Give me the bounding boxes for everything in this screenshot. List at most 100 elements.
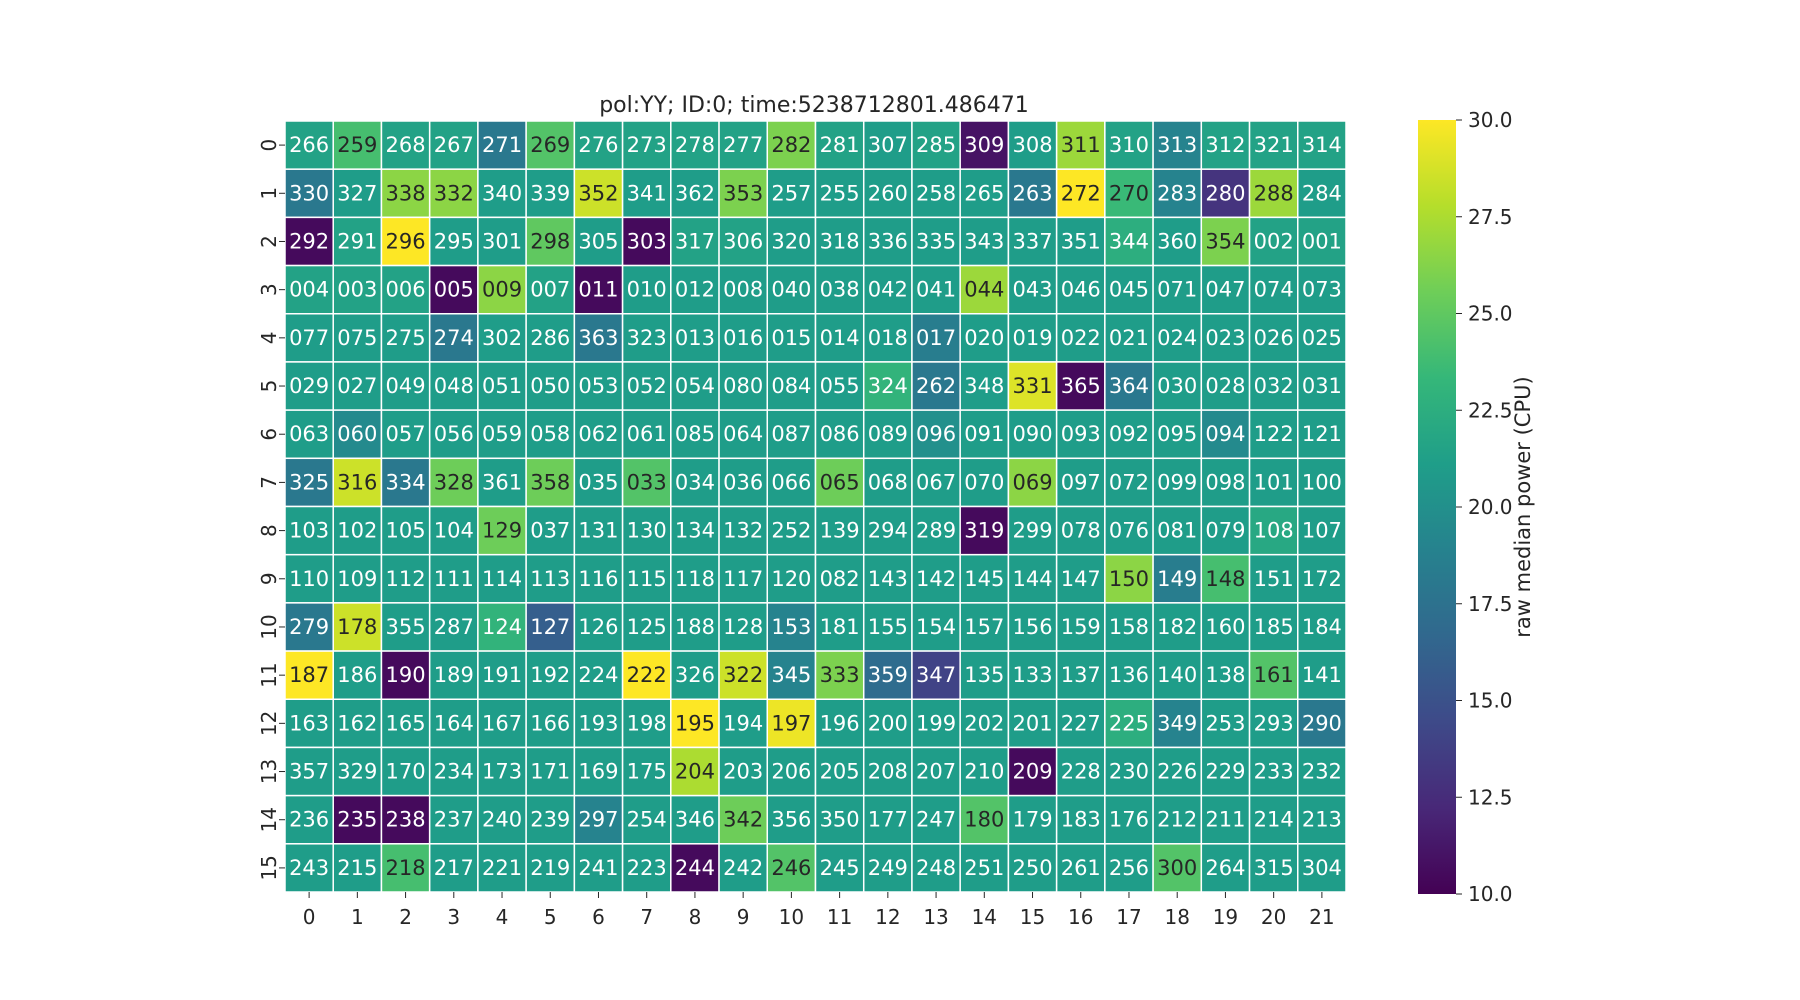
cell-annotation: 034 (675, 470, 715, 494)
cell-annotation: 031 (1302, 374, 1342, 398)
heatmap-cell (525, 843, 576, 893)
colorbar-label: raw median power (CPU) (1511, 376, 1535, 637)
cell-annotation: 021 (1109, 326, 1149, 350)
cell-annotation: 221 (482, 856, 522, 880)
cell-annotation: 140 (1157, 663, 1197, 687)
cell-annotation: 048 (434, 374, 474, 398)
heatmap-cell (332, 120, 383, 170)
cell-annotation: 185 (1254, 615, 1294, 639)
y-tick-label: 5 (257, 380, 281, 393)
cell-annotation: 306 (723, 229, 763, 253)
y-tick-label: 15 (257, 855, 281, 880)
cell-annotation: 327 (337, 181, 377, 205)
cell-annotation: 200 (868, 711, 908, 735)
heatmap-cell (1248, 264, 1299, 315)
cell-annotation: 245 (820, 856, 860, 880)
heatmap-cell (1055, 216, 1106, 267)
heatmap-cell (1152, 553, 1203, 604)
cell-annotation: 357 (289, 760, 329, 784)
cell-annotation: 188 (675, 615, 715, 639)
cell-annotation: 343 (964, 229, 1004, 253)
cell-annotation: 084 (771, 374, 811, 398)
x-tick-label: 3 (447, 905, 460, 929)
cell-annotation: 309 (964, 133, 1004, 157)
cell-annotation: 173 (482, 760, 522, 784)
cell-annotation: 331 (1012, 374, 1052, 398)
cell-annotation: 161 (1254, 663, 1294, 687)
heatmap-cell (959, 216, 1010, 267)
colorbar-tick-label: 12.5 (1468, 785, 1513, 809)
cell-annotation: 077 (289, 326, 329, 350)
y-tick-label: 2 (257, 235, 281, 248)
cell-annotation: 076 (1109, 519, 1149, 543)
cell-annotation: 226 (1157, 760, 1197, 784)
heatmap-cell (1297, 216, 1347, 267)
heatmap-cell (959, 602, 1010, 652)
cell-annotation: 164 (434, 711, 474, 735)
heatmap-cell (766, 505, 817, 556)
cell-annotation: 054 (675, 374, 715, 398)
x-tick-label: 2 (399, 905, 412, 929)
heatmap-cell (1055, 361, 1106, 411)
cell-annotation: 345 (771, 663, 811, 687)
cell-annotation: 057 (386, 422, 426, 446)
cell-annotation: 023 (1205, 326, 1245, 350)
cell-annotation: 120 (771, 567, 811, 591)
heatmap-cell (718, 313, 769, 363)
cell-annotation: 311 (1061, 133, 1101, 157)
x-tick-labels: 0 1 2 3 4 5 6 7 8 9 10 11 12 13 14 15 16 17 18 19 20 21 (303, 892, 1335, 929)
cell-annotation: 351 (1061, 229, 1101, 253)
cell-annotation: 298 (530, 229, 570, 253)
heatmap-cell (1152, 650, 1203, 700)
y-tick-label: 8 (257, 524, 281, 537)
cell-annotation: 147 (1061, 567, 1101, 591)
cell-annotation: 116 (578, 567, 618, 591)
cell-annotation: 064 (723, 422, 763, 446)
heatmap-cell (718, 650, 769, 700)
cell-annotation: 208 (868, 760, 908, 784)
cell-annotation: 265 (964, 181, 1004, 205)
cell-annotation: 261 (1061, 856, 1101, 880)
cell-annotation: 100 (1302, 470, 1342, 494)
cell-annotation: 308 (1012, 133, 1052, 157)
heatmap-cell (1055, 505, 1106, 556)
heatmap-cell (573, 216, 624, 267)
cell-annotation: 259 (337, 133, 377, 157)
heatmap-cell (1104, 505, 1154, 556)
cell-annotation: 295 (434, 229, 474, 253)
cell-annotation: 342 (723, 808, 763, 832)
cell-annotation: 302 (482, 326, 522, 350)
cell-annotation: 125 (627, 615, 667, 639)
heatmap-cell (1152, 505, 1203, 556)
cell-annotation: 055 (820, 374, 860, 398)
heatmap-cell (1055, 313, 1106, 363)
heatmap-cell (573, 794, 624, 845)
heatmap-cell (1152, 843, 1203, 893)
heatmap-cell (525, 361, 576, 411)
heatmap-cell (1200, 553, 1251, 604)
cell-annotation: 279 (289, 615, 329, 639)
cell-annotation: 210 (964, 760, 1004, 784)
cell-annotation: 277 (723, 133, 763, 157)
heatmap-cell (1200, 120, 1251, 170)
cell-annotation: 241 (578, 856, 618, 880)
cell-annotation: 180 (964, 808, 1004, 832)
heatmap-cell (332, 409, 383, 460)
heatmap-cell (911, 843, 961, 893)
heatmap-cell (766, 264, 817, 315)
heatmap-cell (718, 553, 769, 604)
heatmap-cell (766, 313, 817, 363)
cell-annotation: 017 (916, 326, 956, 350)
cell-annotation: 286 (530, 326, 570, 350)
heatmap-cell (1104, 698, 1154, 749)
cell-annotation: 230 (1109, 760, 1149, 784)
heatmap-cell (959, 313, 1010, 363)
cell-annotation: 290 (1302, 711, 1342, 735)
cell-annotation: 014 (820, 326, 860, 350)
cell-annotation: 206 (771, 760, 811, 784)
heatmap-cells: 266 259 268 267 271 269 276 273 278 277 282 281 307 2… (284, 120, 1347, 893)
cell-annotation: 061 (627, 422, 667, 446)
heatmap-cell (332, 361, 383, 411)
heatmap-cell (477, 168, 527, 219)
